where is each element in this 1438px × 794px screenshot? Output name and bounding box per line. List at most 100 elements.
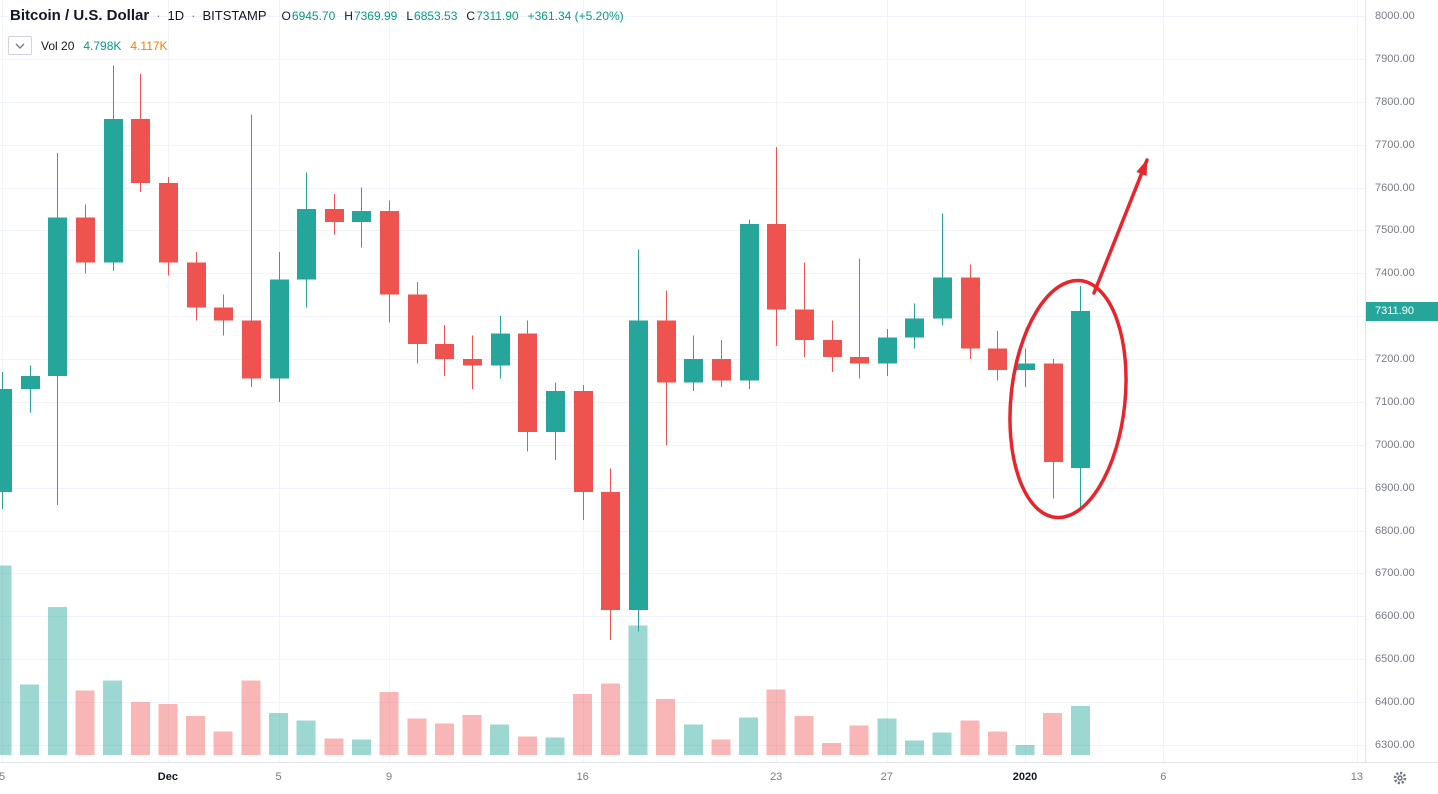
candle-body <box>601 491 620 610</box>
time-axis-label: 13 <box>1350 771 1363 783</box>
volume-bar <box>47 607 67 755</box>
chevron-down-icon <box>15 43 25 49</box>
volume-bar <box>20 684 40 755</box>
price-axis-label: 7400.00 <box>1375 267 1415 280</box>
volume-bar <box>379 691 399 755</box>
candle-body <box>823 339 842 357</box>
annotation-ellipse <box>1008 278 1128 520</box>
interval-label[interactable]: 1D <box>167 8 185 23</box>
axis-settings-button[interactable] <box>1387 765 1413 791</box>
volume-bar <box>960 720 980 755</box>
price-axis-label: 6500.00 <box>1375 653 1415 666</box>
candle-body <box>48 217 67 377</box>
volume-bar <box>1015 744 1035 755</box>
price-axis-label: 8000.00 <box>1375 10 1415 22</box>
volume-bar <box>434 723 454 755</box>
volume-bar <box>1070 706 1090 755</box>
candle-body <box>712 359 731 381</box>
time-axis-label: 16 <box>576 771 589 783</box>
volume-bar <box>296 720 316 755</box>
volume-ma-value: 4.117K <box>130 38 168 53</box>
change-value: +361.34 (+5.20%) <box>527 9 624 23</box>
close-readout: C 7311.90 <box>466 9 518 23</box>
volume-bar <box>462 715 482 755</box>
price-axis-label: 7600.00 <box>1375 181 1415 194</box>
price-axis-label: 6300.00 <box>1375 739 1415 751</box>
grid-layer <box>0 0 1365 762</box>
candle-body <box>270 279 289 379</box>
candle-body <box>574 391 593 492</box>
volume-bar <box>656 698 676 755</box>
annotation-arrow <box>1092 158 1149 295</box>
separator-dot: · <box>191 8 196 23</box>
candle-body <box>795 309 814 340</box>
time-axis-label-major: Dec <box>157 771 178 783</box>
open-readout: O 6945.70 <box>282 9 336 23</box>
volume-bar <box>186 716 206 755</box>
volume-bar <box>75 690 95 755</box>
volume-bar <box>517 736 537 755</box>
candle-body <box>242 320 261 379</box>
time-axis-label: 5 <box>275 771 282 783</box>
price-axis-label: 7100.00 <box>1375 395 1415 408</box>
candle-body <box>878 337 897 364</box>
candle-body <box>76 217 95 263</box>
high-value: 7369.99 <box>353 9 398 23</box>
collapse-legend-button[interactable] <box>8 36 32 55</box>
time-axis-label-major: 2020 <box>1012 771 1038 783</box>
open-label: O <box>281 9 291 23</box>
volume-value: 4.798K <box>83 38 122 53</box>
candle-body <box>159 183 178 263</box>
candle-body <box>325 208 344 222</box>
price-axis-label: 6400.00 <box>1375 696 1415 709</box>
price-axis-label: 6800.00 <box>1375 524 1415 537</box>
candle-body <box>684 359 703 383</box>
volume-bar <box>130 701 150 755</box>
annotation-layer[interactable] <box>999 158 1149 523</box>
close-value: 7311.90 <box>476 9 519 23</box>
volume-bar <box>849 725 869 755</box>
price-axis-label: 6600.00 <box>1375 610 1415 623</box>
volume-bar <box>573 693 593 755</box>
volume-bar <box>766 689 786 755</box>
volume-bar <box>683 724 703 755</box>
candle-body <box>435 344 454 360</box>
separator-dot: · <box>156 8 161 23</box>
symbol-title[interactable]: Bitcoin / U.S. Dollar <box>10 7 150 24</box>
volume-bar <box>158 704 178 755</box>
last-price-label: 7311.90 <box>1366 301 1438 321</box>
volume-bar <box>711 739 731 755</box>
candle-body <box>850 356 869 364</box>
time-axis-label: 9 <box>386 771 393 783</box>
price-axis-label: 6900.00 <box>1375 481 1415 494</box>
candle-body <box>1016 363 1035 370</box>
volume-bar <box>241 680 261 755</box>
chart-pane[interactable] <box>0 0 1365 762</box>
high-label: H <box>344 9 353 23</box>
gear-icon <box>1393 771 1407 785</box>
volume-indicator-title[interactable]: Vol 20 <box>41 38 75 53</box>
volume-bar <box>628 625 648 755</box>
volume-bar <box>822 742 841 755</box>
exchange-label[interactable]: BITSTAMP <box>202 8 267 23</box>
close-label: C <box>466 9 476 23</box>
ohlc-readout: O 6945.70 H 7369.99 L 6853.53 C 7311.90 +361… <box>282 9 624 23</box>
price-axis[interactable]: 7311.90 8000.00 7900.00 7800.00 7700.00 7600… <box>1365 0 1438 762</box>
volume-bar <box>932 732 952 755</box>
low-value: 6853.53 <box>414 9 458 23</box>
candle-body <box>740 223 759 381</box>
candle-body <box>961 277 980 349</box>
time-axis-label: 23 <box>770 771 783 783</box>
candle-body <box>408 294 427 345</box>
candle-body <box>905 318 924 338</box>
volume-bar <box>600 683 620 755</box>
candle-body <box>0 389 12 492</box>
time-axis-label: 6 <box>1160 771 1167 783</box>
low-label: L <box>406 9 414 23</box>
price-axis-label: 7000.00 <box>1375 438 1415 451</box>
volume-bar <box>987 731 1007 755</box>
candle-body <box>491 333 510 366</box>
time-axis[interactable]: 5 Dec 5 9 16 23 27 2020 6 13 <box>0 762 1438 794</box>
candle-body <box>380 211 399 295</box>
